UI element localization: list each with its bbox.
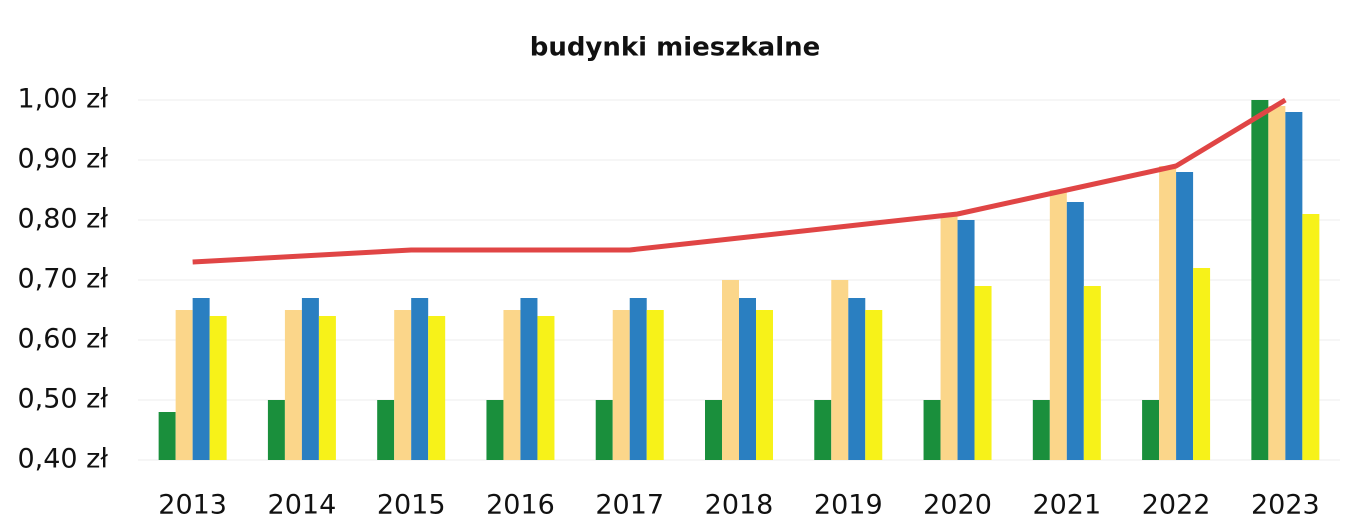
x-tick-label: 2014 (268, 490, 337, 521)
bar (267, 400, 285, 460)
bar (1066, 202, 1084, 460)
bar (209, 316, 227, 460)
bar (848, 298, 866, 460)
bar (1251, 100, 1269, 460)
bar (1032, 400, 1050, 460)
bar (503, 310, 521, 460)
bar (1142, 400, 1160, 460)
bar (831, 280, 849, 460)
x-tick-label: 2021 (1032, 490, 1101, 521)
bar (1083, 286, 1101, 460)
bar (486, 400, 504, 460)
y-tick-label: 0,60 zł (17, 324, 108, 355)
x-tick-label: 2015 (377, 490, 446, 521)
bar (1285, 112, 1303, 460)
bar (923, 400, 941, 460)
y-tick-label: 0,50 zł (17, 384, 108, 415)
chart-title: budynki mieszkalne (530, 33, 821, 63)
bar (301, 298, 319, 460)
bar (520, 298, 538, 460)
bar (814, 400, 832, 460)
bar (646, 310, 664, 460)
bar (705, 400, 722, 460)
bar (175, 310, 193, 460)
bar (756, 310, 773, 460)
x-tick-label: 2020 (923, 490, 992, 521)
bar (318, 316, 336, 460)
y-tick-label: 0,40 zł (17, 444, 108, 475)
x-tick-label: 2013 (158, 490, 227, 521)
line (192, 97, 1287, 265)
bar (394, 310, 412, 460)
x-tick-label: 2017 (595, 490, 664, 521)
bar (1193, 268, 1211, 460)
x-tick-label: 2016 (486, 490, 555, 521)
bar (629, 298, 647, 460)
bar (428, 316, 446, 460)
bar (957, 220, 975, 460)
x-tick-label: 2022 (1142, 490, 1211, 521)
bar (739, 298, 756, 460)
x-tick-label: 2018 (705, 490, 774, 521)
y-tick-label: 0,90 zł (17, 144, 108, 175)
bar (158, 412, 176, 460)
bar (1268, 106, 1286, 460)
bar (595, 400, 613, 460)
bar (1302, 214, 1320, 460)
x-tick-label: 2019 (814, 490, 883, 521)
bar (722, 280, 739, 460)
bar (940, 214, 958, 460)
bar (192, 298, 210, 460)
x-tick-label: 2023 (1251, 490, 1320, 521)
bar (1159, 166, 1177, 460)
bar (411, 298, 429, 460)
bar (284, 310, 302, 460)
y-tick-label: 0,80 zł (17, 204, 108, 235)
bar (612, 310, 630, 460)
bar (1049, 190, 1067, 460)
bar (974, 286, 992, 460)
bar (377, 400, 395, 460)
bar (1176, 172, 1194, 460)
bar (865, 310, 883, 460)
bar (537, 316, 555, 460)
y-tick-label: 0,70 zł (17, 264, 108, 295)
y-tick-label: 1,00 zł (17, 84, 108, 115)
